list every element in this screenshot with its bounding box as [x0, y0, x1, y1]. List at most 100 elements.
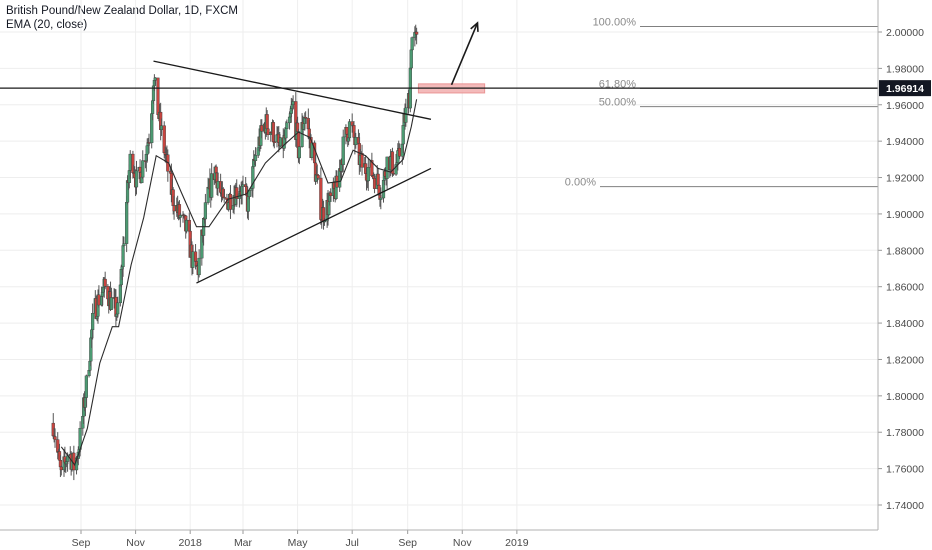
x-tick-label: Jul — [345, 537, 358, 549]
candle-up — [402, 125, 405, 144]
candle-down — [377, 174, 380, 185]
y-tick-label: 1.80000 — [886, 391, 924, 403]
candle-up — [185, 220, 188, 231]
candle-down — [267, 129, 270, 135]
candle-down — [72, 453, 75, 470]
x-tick-label: Sep — [72, 537, 91, 549]
candle-up — [298, 147, 301, 158]
candle-up — [122, 246, 125, 267]
y-tick-label: 1.74000 — [886, 500, 924, 512]
candle-up — [342, 137, 345, 165]
candle-down — [194, 252, 197, 262]
x-tick-label: Mar — [234, 537, 253, 549]
y-tick-label: 1.84000 — [886, 318, 924, 330]
candle-up — [119, 285, 122, 303]
candle-down — [398, 148, 401, 156]
candle-up — [160, 126, 163, 130]
candle-up — [141, 161, 144, 178]
trendline — [196, 168, 430, 283]
candle-up — [367, 167, 370, 181]
y-tick-label: 1.78000 — [886, 427, 924, 439]
candle-down — [229, 194, 232, 209]
candle-up — [210, 174, 213, 198]
candle-up — [116, 303, 119, 314]
candle-up — [242, 185, 245, 187]
current-price-label: 1.96914 — [886, 83, 924, 95]
candle-down — [260, 125, 263, 131]
candle-up — [146, 146, 149, 154]
x-tick-label: 2018 — [179, 537, 203, 549]
candle-up — [204, 203, 207, 219]
x-tick-label: 2019 — [505, 537, 529, 549]
candle-up — [125, 202, 128, 243]
candle-up — [292, 101, 295, 104]
candle-down — [304, 117, 307, 118]
candle-up — [191, 252, 194, 268]
ema-line — [61, 99, 416, 465]
candle-up — [85, 376, 88, 398]
candle-down — [148, 142, 151, 143]
candle-up — [154, 78, 157, 80]
annotations: 1.96914 — [0, 23, 931, 283]
candle-down — [317, 175, 320, 178]
candle-up — [135, 171, 138, 187]
candle-down — [157, 78, 160, 115]
grid-lines — [0, 0, 878, 530]
candle-up — [379, 198, 382, 200]
candle-down — [98, 295, 101, 305]
y-tick-label: 1.94000 — [886, 136, 924, 148]
candle-down — [373, 178, 376, 188]
x-tick-label: May — [288, 537, 309, 549]
fib-level-label: 0.00% — [565, 177, 596, 189]
y-tick-label: 1.96000 — [886, 100, 924, 112]
candle-up — [411, 38, 414, 50]
x-tick-label: Nov — [126, 537, 145, 549]
fib-level-label: 50.00% — [599, 97, 637, 109]
y-tick-label: 1.76000 — [886, 464, 924, 476]
candle-down — [329, 193, 332, 196]
y-tick-label: 1.90000 — [886, 209, 924, 221]
candle-down — [104, 279, 107, 286]
candle-down — [415, 32, 418, 34]
candle-up — [101, 292, 104, 296]
x-tick-label: Sep — [398, 537, 417, 549]
candle-down — [345, 127, 348, 134]
candle-up — [179, 215, 182, 217]
candle-up — [254, 155, 257, 160]
candle-down — [266, 114, 269, 128]
candle-up — [348, 122, 351, 138]
fib-level-label: 100.00% — [593, 17, 637, 29]
candle-down — [361, 153, 364, 167]
y-tick-label: 1.92000 — [886, 173, 924, 185]
candle-up — [198, 258, 201, 275]
ema-series — [61, 99, 416, 465]
candle-down — [54, 437, 57, 440]
x-tick-label: Nov — [453, 537, 472, 549]
candle-up — [279, 138, 282, 146]
y-tick-label: 1.82000 — [886, 354, 924, 366]
candle-up — [386, 157, 389, 179]
candle-up — [91, 313, 94, 330]
candle-down — [223, 197, 226, 198]
candle-down — [392, 173, 395, 174]
y-tick-label: 2.00000 — [886, 27, 924, 39]
candle-up — [285, 129, 288, 138]
candle-up — [410, 50, 413, 68]
candle-down — [273, 142, 276, 143]
candle-up — [129, 154, 132, 170]
candle-up — [285, 123, 288, 129]
candle-up — [123, 244, 126, 246]
y-tick-label: 1.88000 — [886, 245, 924, 257]
y-tick-label: 1.86000 — [886, 282, 924, 294]
candle-up — [288, 117, 291, 123]
candle-up — [217, 181, 220, 188]
candlesticks — [52, 25, 418, 480]
y-tick-label: 1.98000 — [886, 63, 924, 75]
annotations-under: 100.00% 61.80% 50.00% 0.00% — [418, 17, 878, 189]
candle-up — [110, 298, 113, 310]
candle-down — [173, 206, 176, 211]
candle-up — [404, 108, 407, 123]
candle-down — [60, 467, 63, 470]
candle-up — [354, 137, 357, 144]
